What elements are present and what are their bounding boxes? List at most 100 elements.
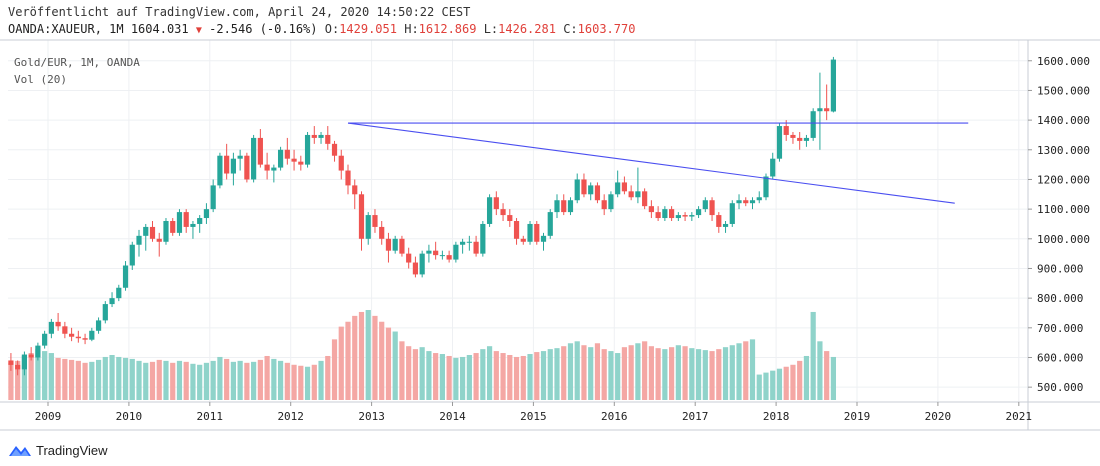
candle-body: [163, 221, 169, 242]
volume-bar: [554, 348, 560, 400]
x-tick-label: 2021: [1006, 410, 1033, 423]
volume-bar: [507, 355, 513, 400]
volume-bar: [217, 356, 223, 400]
candle-body: [224, 155, 230, 174]
candle-body: [480, 223, 486, 254]
candle-body: [783, 126, 789, 135]
candle-body: [540, 235, 547, 242]
price-change: -2.546 (-0.16%): [209, 22, 318, 36]
volume-bar: [82, 362, 88, 400]
volume-bar: [136, 360, 142, 400]
volume-bar: [48, 353, 54, 400]
candlestick-chart[interactable]: 1600.000 1500.000 1400.000 1300.000 1200.000…: [0, 0, 1100, 440]
candle-body: [581, 179, 587, 195]
volume-bar: [756, 374, 762, 400]
candle-body: [608, 194, 614, 210]
y-tick-label: 1200.000: [1037, 173, 1090, 186]
volume-bar: [433, 353, 439, 400]
volume-bar: [540, 351, 547, 400]
volume-bar: [460, 356, 466, 400]
candle-body: [129, 244, 135, 266]
high-label: H:: [404, 22, 419, 36]
y-tick-label: 800.000: [1037, 292, 1083, 305]
candle-body: [770, 158, 776, 177]
volume-bar: [662, 349, 668, 400]
volume-bar: [581, 345, 587, 400]
candle-body: [466, 241, 472, 243]
candle-body: [716, 215, 722, 227]
volume-bar: [790, 364, 796, 400]
candle-body: [554, 200, 560, 213]
volume-bar: [803, 355, 810, 400]
volume-bar: [466, 355, 472, 400]
candle-body: [210, 185, 216, 210]
candle-body: [743, 200, 749, 204]
volume-bar: [183, 361, 189, 400]
volume-bar: [480, 349, 486, 400]
volume-bar: [298, 365, 304, 400]
candle-body: [109, 298, 115, 305]
volume-bar: [749, 339, 756, 400]
volume-bar: [797, 360, 803, 400]
candle-body: [669, 209, 675, 219]
symbol-line: OANDA:XAUEUR, 1M 1604.031 ▼ -2.546 (-0.1…: [8, 21, 635, 38]
volume-bar: [561, 346, 567, 400]
chart-header: Veröffentlicht auf TradingView.com, Apri…: [8, 4, 635, 38]
y-tick-label: 1400.000: [1037, 114, 1090, 127]
candle-body: [143, 226, 149, 236]
volume-bar: [770, 370, 776, 400]
volume-bar: [244, 362, 250, 400]
volume-bar: [513, 356, 520, 400]
candle-body: [230, 158, 236, 174]
volume-bar: [426, 351, 432, 400]
candle-body: [217, 155, 223, 186]
volume-bar: [682, 346, 688, 400]
volume-bar: [197, 364, 203, 400]
y-tick-label: 1100.000: [1037, 203, 1090, 216]
candle-body: [170, 221, 176, 233]
volume-bar: [143, 362, 149, 400]
down-arrow-icon: ▼: [195, 25, 202, 36]
candle-body: [675, 215, 681, 219]
volume-bar: [810, 311, 816, 400]
volume-bar: [8, 362, 14, 400]
candle-body: [271, 167, 277, 171]
x-tick-label: 2020: [925, 410, 952, 423]
candle-body: [291, 158, 297, 162]
candle-body: [655, 212, 661, 219]
volume-bar: [358, 311, 365, 400]
candle-body: [8, 360, 14, 365]
candle-body: [756, 197, 762, 201]
candle-body: [15, 364, 21, 370]
candle-body: [197, 218, 203, 224]
candle-body: [830, 59, 837, 112]
candle-body: [28, 354, 34, 358]
candle-body: [277, 149, 284, 168]
volume-bar: [500, 353, 506, 400]
x-tick-label: 2015: [520, 410, 547, 423]
candle-body: [527, 223, 533, 242]
x-tick-label: 2017: [682, 410, 709, 423]
candle-body: [486, 197, 493, 224]
y-tick-label: 500.000: [1037, 381, 1083, 394]
candle-body: [534, 223, 540, 242]
volume-bar: [102, 356, 108, 400]
y-tick-label: 1600.000: [1037, 55, 1090, 68]
candle-body: [385, 238, 392, 251]
candle-body: [42, 333, 48, 346]
candle-body: [318, 134, 324, 138]
candle-body: [426, 250, 432, 254]
candle-body: [453, 244, 459, 260]
x-tick-label: 2010: [116, 410, 143, 423]
volume-bar: [574, 341, 580, 400]
volume-bar: [338, 326, 344, 400]
candle-body: [75, 336, 81, 339]
candle-body: [345, 170, 351, 186]
open-value: 1429.051: [339, 22, 397, 36]
candle-body: [237, 155, 243, 159]
volume-bar: [648, 346, 654, 400]
footer-brand: TradingView: [36, 442, 108, 458]
candle-body: [251, 137, 257, 180]
candle-body: [304, 134, 311, 165]
volume-bar: [453, 357, 459, 400]
